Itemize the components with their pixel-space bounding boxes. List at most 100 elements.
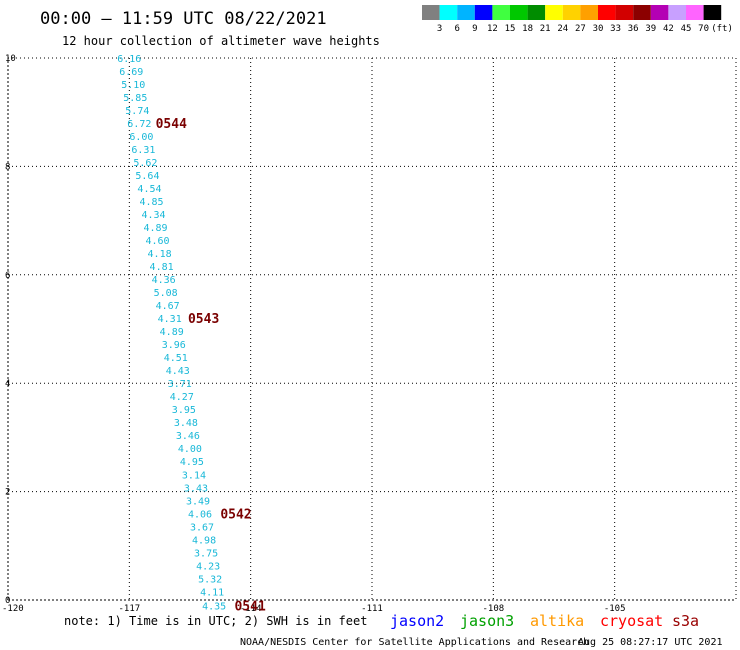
swh-value-label: 4.81 — [150, 262, 174, 273]
swh-value-label: 3.43 — [184, 483, 208, 494]
swh-value-label: 4.34 — [141, 210, 165, 221]
swh-value-label: 4.27 — [170, 392, 194, 403]
colorbar-swatch — [492, 5, 510, 20]
swh-value-label: 4.51 — [164, 353, 188, 364]
colorbar-swatch — [615, 5, 634, 20]
colorbar-swatch — [650, 5, 669, 20]
colorbar-swatch — [422, 5, 440, 20]
satellite-legend-item: jason2 — [390, 612, 444, 630]
swh-value-label: 3.48 — [174, 418, 198, 429]
swh-value-label: 6.69 — [119, 67, 143, 78]
swh-value-label: 6.31 — [131, 145, 155, 156]
colorbar-swatch — [439, 5, 458, 20]
colorbar-label: 24 — [557, 24, 568, 34]
y-tick-label: 8 — [5, 162, 10, 172]
colorbar-swatch — [668, 5, 686, 20]
chart-subtitle: 12 hour collection of altimeter wave hei… — [62, 34, 380, 48]
colorbar-swatch — [562, 5, 581, 20]
colorbar-label: 15 — [505, 24, 516, 34]
pass-times: 0544 0543 0542 0541 — [156, 117, 266, 614]
x-tick-label: -114 — [240, 604, 262, 614]
y-tick-label: 10 — [5, 54, 16, 64]
colorbar-label: 70 — [698, 24, 709, 34]
colorbar-swatch — [598, 5, 616, 20]
swh-value-label: 3.49 — [186, 496, 210, 507]
chart-title: 00:00 – 11:59 UTC 08/22/2021 — [40, 9, 327, 29]
swh-value-label: 4.06 — [188, 509, 212, 520]
swh-value-label: 5.62 — [133, 158, 157, 169]
colorbar-swatch — [703, 5, 722, 20]
swh-value-label: 3.14 — [182, 470, 206, 481]
swh-value-label: 4.54 — [137, 184, 161, 195]
colorbar-label: 12 — [487, 24, 498, 34]
y-tick-label: 4 — [5, 379, 10, 389]
swh-value-label: 5.74 — [125, 106, 149, 117]
swh-value-label: 4.60 — [146, 236, 170, 247]
swh-value-label: 4.98 — [192, 535, 216, 546]
swh-value-label: 4.35 — [202, 601, 226, 612]
colorbar-label: 33 — [610, 24, 621, 34]
swh-value-label: 3.75 — [194, 548, 218, 559]
swh-value-label: 4.18 — [148, 249, 172, 260]
swh-value-label: 5.64 — [135, 171, 159, 182]
colorbar-label: 42 — [663, 24, 674, 34]
note-text: note: 1) Time is in UTC; 2) SWH is in fe… — [64, 614, 367, 628]
swh-value-label: 4.95 — [180, 457, 204, 468]
swh-value-label: 5.32 — [198, 574, 222, 585]
colorbar-label: 27 — [575, 24, 586, 34]
pass-time-label: 0543 — [188, 312, 219, 327]
satellite-legend-item: s3a — [672, 612, 699, 630]
y-tick-label: 6 — [5, 271, 10, 281]
swh-value-label: 4.89 — [160, 327, 184, 338]
swh-value-label: 3.46 — [176, 431, 200, 442]
swh-value-label: 3.95 — [172, 405, 196, 416]
swh-value-label: 3.67 — [190, 522, 214, 533]
footer-credit: NOAA/NESDIS Center for Satellite Applica… — [240, 637, 589, 648]
swh-value-label: 4.67 — [156, 301, 180, 312]
swh-value-label: 4.23 — [196, 561, 220, 572]
swh-value-label: 6.00 — [129, 132, 153, 143]
swh-value-label: 4.31 — [158, 314, 182, 325]
colorbar-swatch — [545, 5, 563, 20]
colorbar-swatch — [686, 5, 704, 20]
satellite-legend: jason2 jason3 altika cryosat s3a — [390, 612, 699, 630]
colorbar-swatch — [474, 5, 493, 20]
swh-value-label: 4.43 — [166, 366, 190, 377]
swh-value-label: 4.85 — [139, 197, 163, 208]
x-tick-label: -108 — [482, 604, 504, 614]
swh-value-label: 5.08 — [154, 288, 178, 299]
colorbar-unit: (ft) — [711, 24, 733, 34]
colorbar-label: 18 — [522, 24, 533, 34]
satellite-legend-item: altika — [530, 612, 584, 630]
swh-value-label: 4.36 — [152, 275, 176, 286]
axis-ticks: -120 -117 -114 -111 -108 -105 0 2 4 6 8 10 — [2, 54, 626, 614]
swh-value-label: 4.11 — [200, 587, 224, 598]
x-tick-label: -111 — [361, 604, 383, 614]
swh-readings: 6.16 6.69 5.10 5.85 5.74 6.72 6.00 6.31 5.62 5.64… — [117, 54, 226, 612]
swh-value-label: 5.85 — [123, 93, 147, 104]
swh-value-label: 4.00 — [178, 444, 202, 455]
satellite-legend-item: cryosat — [600, 612, 663, 630]
colorbar-label: 30 — [593, 24, 604, 34]
pass-time-label: 0542 — [220, 507, 251, 522]
colorbar-label: 3 — [437, 24, 442, 34]
colorbar-label: 39 — [645, 24, 656, 34]
colorbar-label: 21 — [540, 24, 551, 34]
pass-time-label: 0541 — [234, 599, 265, 614]
colorbar-label: 45 — [681, 24, 692, 34]
swh-value-label: 5.10 — [121, 80, 145, 91]
colorbar-swatch — [633, 5, 651, 20]
plot-grid — [7, 57, 737, 601]
satellite-legend-item: jason3 — [460, 612, 514, 630]
colorbar-swatch — [580, 5, 598, 20]
colorbar-label: 6 — [454, 24, 459, 34]
colorbar-label: 9 — [472, 24, 477, 34]
colorbar-swatch — [527, 5, 546, 20]
colorbar-swatch — [457, 5, 475, 20]
swh-value-label: 6.16 — [117, 54, 141, 65]
swh-value-label: 4.89 — [143, 223, 167, 234]
x-tick-label: -117 — [118, 604, 140, 614]
colorbar-swatch — [510, 5, 528, 20]
footer-timestamp: Aug 25 08:27:17 UTC 2021 — [578, 637, 723, 648]
